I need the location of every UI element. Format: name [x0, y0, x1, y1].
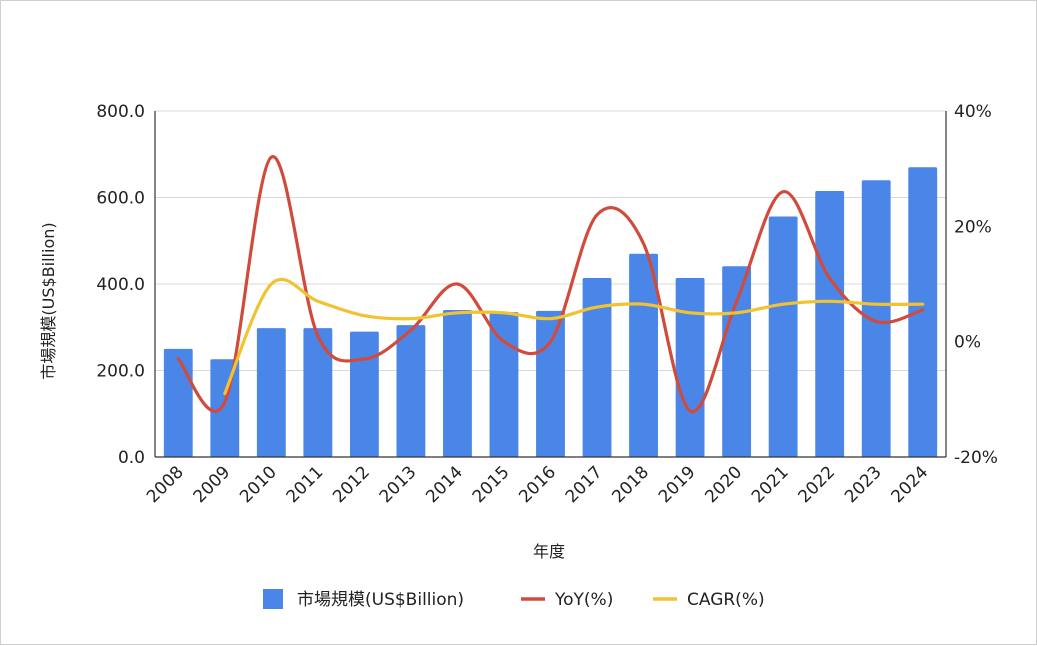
x-tick-label: 2024: [888, 462, 933, 507]
x-tick-label: 2009: [190, 462, 235, 507]
bar: [349, 331, 379, 457]
bar: [675, 277, 705, 457]
bar: [768, 216, 798, 457]
bar: [256, 328, 286, 457]
bar: [582, 277, 612, 457]
y2-tick-label: 40%: [954, 102, 992, 122]
x-tick-label: 2020: [701, 462, 746, 507]
legend-swatch-bar: [263, 589, 283, 609]
y2-tick-label: 0%: [954, 333, 981, 353]
bar-series: [163, 167, 938, 457]
x-tick-label: 2010: [236, 462, 281, 507]
bar: [629, 253, 658, 457]
x-tick-label: 2019: [655, 462, 700, 507]
axes: [154, 111, 947, 458]
y-tick-label: 800.0: [96, 102, 145, 122]
x-tick-label: 2022: [794, 462, 839, 507]
bar: [303, 328, 333, 457]
bar: [163, 348, 193, 457]
bar: [722, 266, 752, 457]
x-tick-label: 2011: [283, 462, 328, 507]
x-tick-label: 2015: [469, 462, 514, 507]
cagr-line: [223, 277, 925, 396]
bar: [815, 191, 845, 457]
bar: [443, 309, 472, 457]
y-tick-label: 400.0: [96, 275, 145, 295]
x-tick-label: 2016: [515, 462, 560, 507]
x-tick-label: 2013: [376, 462, 421, 507]
line-series: [176, 155, 925, 414]
x-tick-label: 2021: [748, 462, 793, 507]
y2-tick-label: -20%: [954, 448, 998, 468]
bar: [396, 325, 426, 457]
x-tick-label: 2023: [841, 462, 886, 507]
y-tick-label: 600.0: [96, 189, 145, 209]
yoy-line: [176, 155, 925, 414]
x-tick-label: 2017: [562, 462, 607, 507]
y-tick-label: 0.0: [118, 448, 145, 468]
bar: [536, 310, 565, 457]
x-tick-label: 2018: [608, 462, 653, 507]
x-axis-ticks: 2008 2009 2010 2011 2012 2013 2014 2015 2016 2017…: [143, 462, 932, 507]
right-axis-ticks: -20% 0% 20% 40%: [954, 102, 998, 468]
y2-tick-label: 20%: [954, 217, 992, 237]
x-axis-title: 年度: [533, 542, 565, 561]
left-axis-ticks: 0.0 200.0 400.0 600.0 800.0: [96, 102, 145, 468]
bar: [861, 180, 891, 457]
y-tick-label: 200.0: [96, 362, 145, 382]
legend: 市場規模(US$Billion) YoY(%) CAGR(%): [263, 589, 765, 610]
bar: [489, 312, 519, 457]
x-tick-label: 2012: [329, 462, 374, 507]
y-axis-title: 市場規模(US$Billion): [39, 222, 58, 379]
x-tick-label: 2014: [422, 462, 467, 507]
x-tick-label: 2008: [143, 462, 188, 507]
bar: [210, 359, 240, 457]
bar: [908, 167, 938, 457]
legend-label: 市場規模(US$Billion): [297, 590, 464, 610]
legend-label: YoY(%): [554, 590, 613, 610]
legend-label: CAGR(%): [687, 590, 765, 610]
